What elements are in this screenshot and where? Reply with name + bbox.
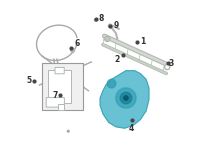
- Circle shape: [120, 92, 132, 104]
- Text: 5: 5: [27, 76, 32, 85]
- Text: 3: 3: [169, 59, 174, 68]
- Circle shape: [106, 38, 109, 40]
- FancyBboxPatch shape: [42, 63, 83, 110]
- Circle shape: [95, 19, 97, 21]
- Text: 4: 4: [129, 124, 134, 133]
- FancyBboxPatch shape: [48, 70, 71, 103]
- Circle shape: [124, 96, 128, 100]
- Circle shape: [108, 24, 112, 28]
- Polygon shape: [100, 71, 149, 128]
- Circle shape: [107, 79, 116, 88]
- FancyBboxPatch shape: [55, 67, 64, 74]
- Text: 9: 9: [113, 21, 118, 30]
- Text: 6: 6: [74, 39, 80, 48]
- Circle shape: [105, 36, 110, 41]
- FancyBboxPatch shape: [58, 104, 64, 110]
- FancyBboxPatch shape: [46, 98, 64, 107]
- Text: 8: 8: [99, 14, 104, 23]
- Circle shape: [165, 64, 170, 70]
- Text: 2: 2: [115, 55, 120, 64]
- Circle shape: [67, 130, 69, 132]
- Text: 1: 1: [141, 37, 146, 46]
- Circle shape: [71, 49, 74, 52]
- Circle shape: [116, 88, 136, 108]
- Text: 7: 7: [53, 91, 58, 100]
